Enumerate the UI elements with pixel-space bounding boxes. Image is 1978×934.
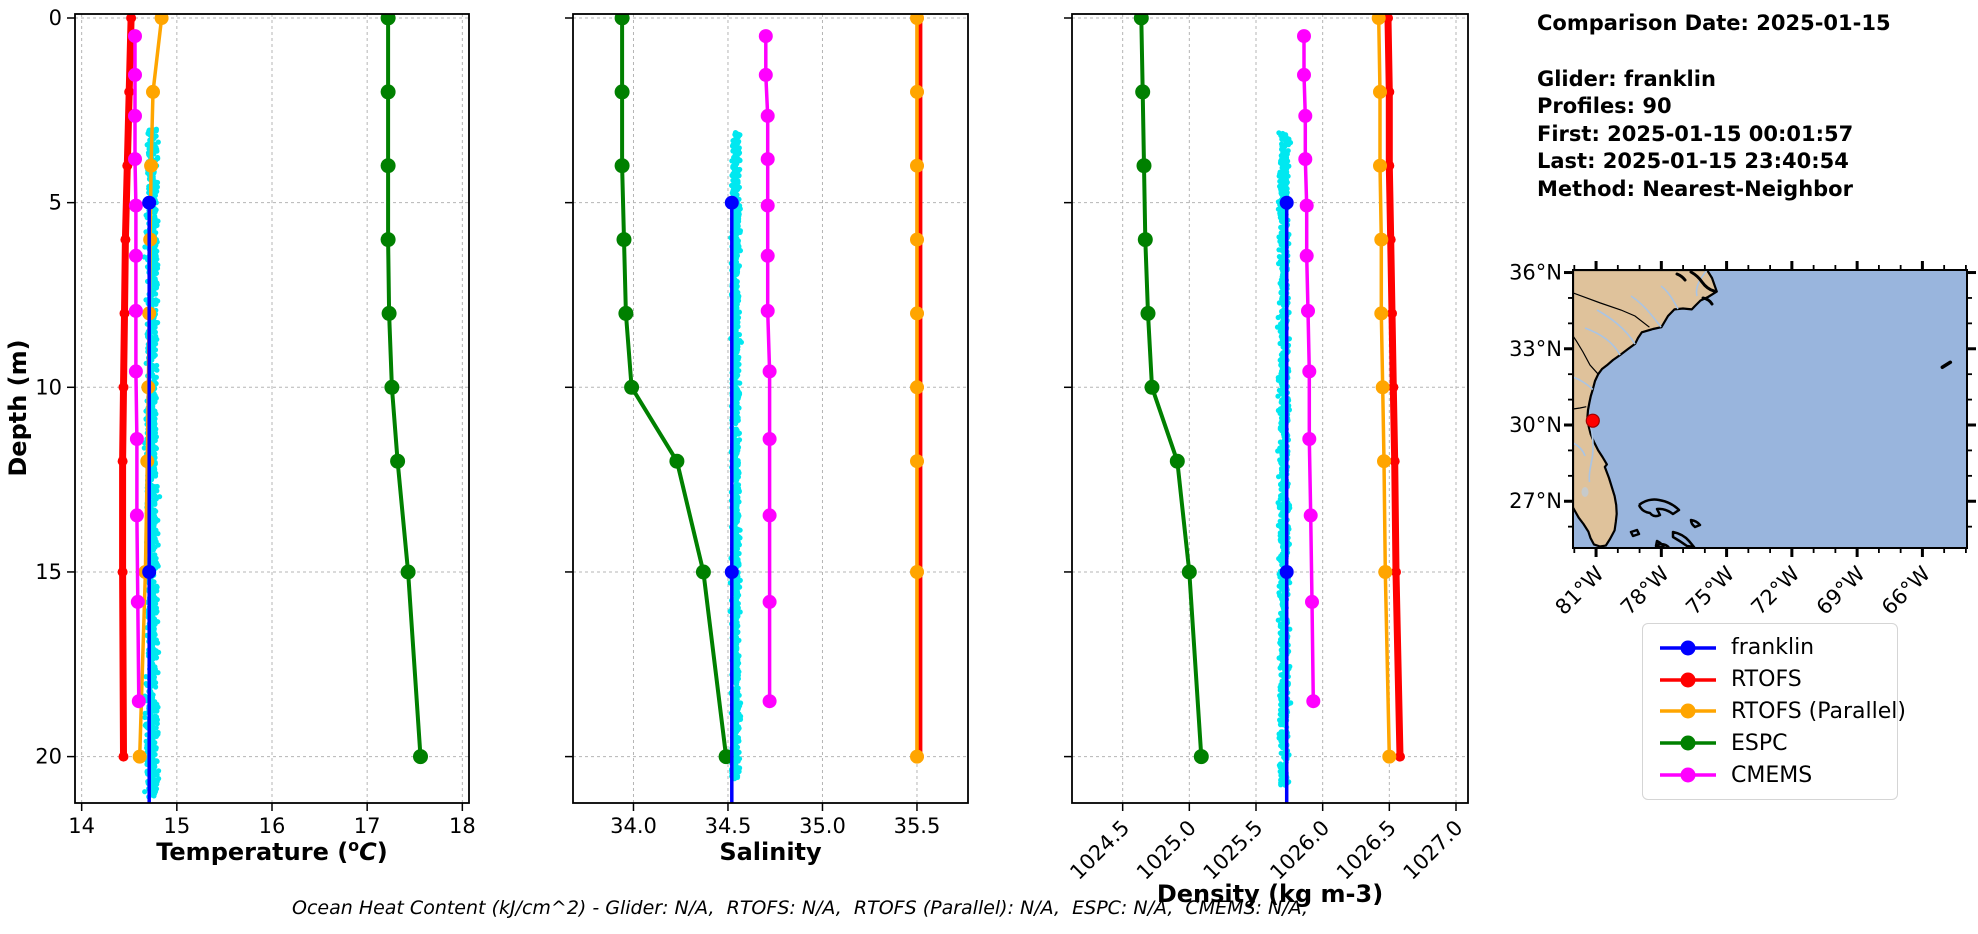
series-RTOFS (Parallel) [1371, 14, 1397, 764]
first-profile-time: First: 2025-01-15 00:01:57 [1537, 121, 1854, 146]
series-RTOFS (Parallel) [910, 14, 924, 764]
series-CMEMS [1297, 29, 1321, 709]
legend-label: franklin [1731, 635, 1815, 661]
x-axis-label: Salinity [719, 838, 822, 866]
map-lon-tick-label: 66°W [1877, 561, 1935, 619]
outer-banks [1675, 270, 1716, 306]
legend-label: CMEMS [1731, 762, 1813, 788]
series-ESPC [380, 14, 428, 765]
legend: franklin RTOFS RTOFS (Parallel) ESPC CME… [1642, 623, 1906, 800]
legend-label: RTOFS (Parallel) [1731, 698, 1906, 724]
x-tick-label: 34.5 [705, 814, 752, 838]
depth-tick-label: 10 [35, 375, 62, 399]
legend-line-marker-icon [1660, 703, 1716, 719]
legend-item-espc: ESPC [1657, 731, 1893, 756]
lake [1581, 487, 1589, 497]
series-franklin [724, 195, 739, 803]
map-lat-tick-label: 36°N [1509, 261, 1562, 285]
series-CMEMS [758, 29, 777, 709]
glider-scatter [141, 126, 163, 800]
x-tick-label: 1025.5 [1199, 816, 1268, 885]
bahamas-islands [1629, 498, 1702, 548]
map-lat-tick-label: 33°N [1509, 337, 1562, 361]
land-coastline [1573, 270, 1718, 548]
map-lon-tick-label: 72°W [1746, 561, 1804, 619]
glider-location-marker [1585, 413, 1600, 428]
series-RTOFS [1383, 14, 1405, 762]
series-franklin [142, 195, 157, 803]
rivers [1573, 270, 1708, 483]
x-tick-label: 16 [259, 814, 286, 838]
legend-line-marker-icon [1660, 640, 1716, 656]
map-lat-tick-label: 30°N [1509, 413, 1562, 437]
depth-tick-label: 20 [35, 745, 62, 769]
x-tick-label: 1024.5 [1065, 816, 1134, 885]
depth-tick-label: 0 [49, 6, 62, 30]
x-tick-label: 34.0 [610, 814, 657, 838]
comparison-method: Method: Nearest-Neighbor [1537, 176, 1853, 201]
legend-item-rtofs-parallel: RTOFS (Parallel) [1657, 699, 1906, 724]
info-spacer [1537, 38, 1891, 66]
x-axis-label: Density (kg m-3) [1157, 880, 1383, 908]
glider-scatter [727, 130, 745, 782]
x-tick-label: 14 [68, 814, 95, 838]
x-tick-label: 35.0 [799, 814, 846, 838]
state-borders [1573, 292, 1650, 410]
legend-line-marker-icon [1660, 767, 1716, 783]
legend-line-marker-icon [1660, 672, 1716, 688]
bermuda [1940, 360, 1953, 370]
series-franklin [1279, 195, 1294, 803]
location-map: 81°W 78°W 75°W 72°W 69°W 66°W 36°N 33°N 30°N 27°N [1509, 261, 1976, 620]
map-lon-tick-label: 75°W [1681, 561, 1739, 619]
depth-tick-label: 5 [49, 191, 62, 215]
x-tick-label: 1025.0 [1132, 816, 1201, 885]
map-lon-tick-label: 81°W [1551, 561, 1609, 619]
depth-tick-label: 15 [35, 560, 62, 584]
x-tick-label: 1026.0 [1265, 816, 1334, 885]
glider-scatter [1274, 130, 1294, 788]
legend-item-franklin: franklin [1657, 635, 1893, 660]
legend-label: ESPC [1731, 730, 1788, 756]
map-lon-tick-label: 78°W [1616, 561, 1674, 619]
ocean-heat-content-caption: Ocean Heat Content (kJ/cm^2) - Glider: N… [292, 897, 1308, 919]
x-axis-label: Temperature (oC) [156, 836, 388, 866]
profiles-count: Profiles: 90 [1537, 94, 1672, 118]
x-tick-label: 1027.0 [1399, 816, 1468, 885]
x-tick-label: 17 [354, 814, 381, 838]
map-lon-tick-label: 69°W [1812, 561, 1870, 619]
chart-temperature: 14 15 16 17 18 0 5 10 15 20 Temperature (oC) [35, 6, 475, 866]
map-lat-tick-label: 27°N [1509, 489, 1562, 513]
x-tick-label: 15 [163, 814, 190, 838]
glider-name: Glider: franklin [1537, 66, 1716, 91]
x-tick-label: 35.5 [894, 814, 941, 838]
y-axis-label: Depth (m) [4, 339, 32, 476]
legend-line-marker-icon [1660, 735, 1716, 751]
x-tick-label: 18 [449, 814, 476, 838]
comparison-date: Comparison Date: 2025-01-15 [1537, 11, 1891, 35]
last-profile-time: Last: 2025-01-15 23:40:54 [1537, 149, 1849, 173]
chart-salinity: 34.0 34.5 35.0 35.5 Salinity [565, 13, 969, 866]
series-CMEMS [128, 29, 146, 709]
series-ESPC [614, 14, 734, 765]
legend-item-cmems: CMEMS [1657, 763, 1893, 788]
legend-label: RTOFS [1731, 667, 1802, 693]
info-panel: Comparison Date: 2025-01-15 Glider: fran… [1537, 10, 1891, 203]
x-tick-label: 1026.5 [1332, 816, 1401, 885]
legend-item-rtofs: RTOFS [1657, 667, 1893, 692]
series-ESPC [1133, 14, 1209, 765]
